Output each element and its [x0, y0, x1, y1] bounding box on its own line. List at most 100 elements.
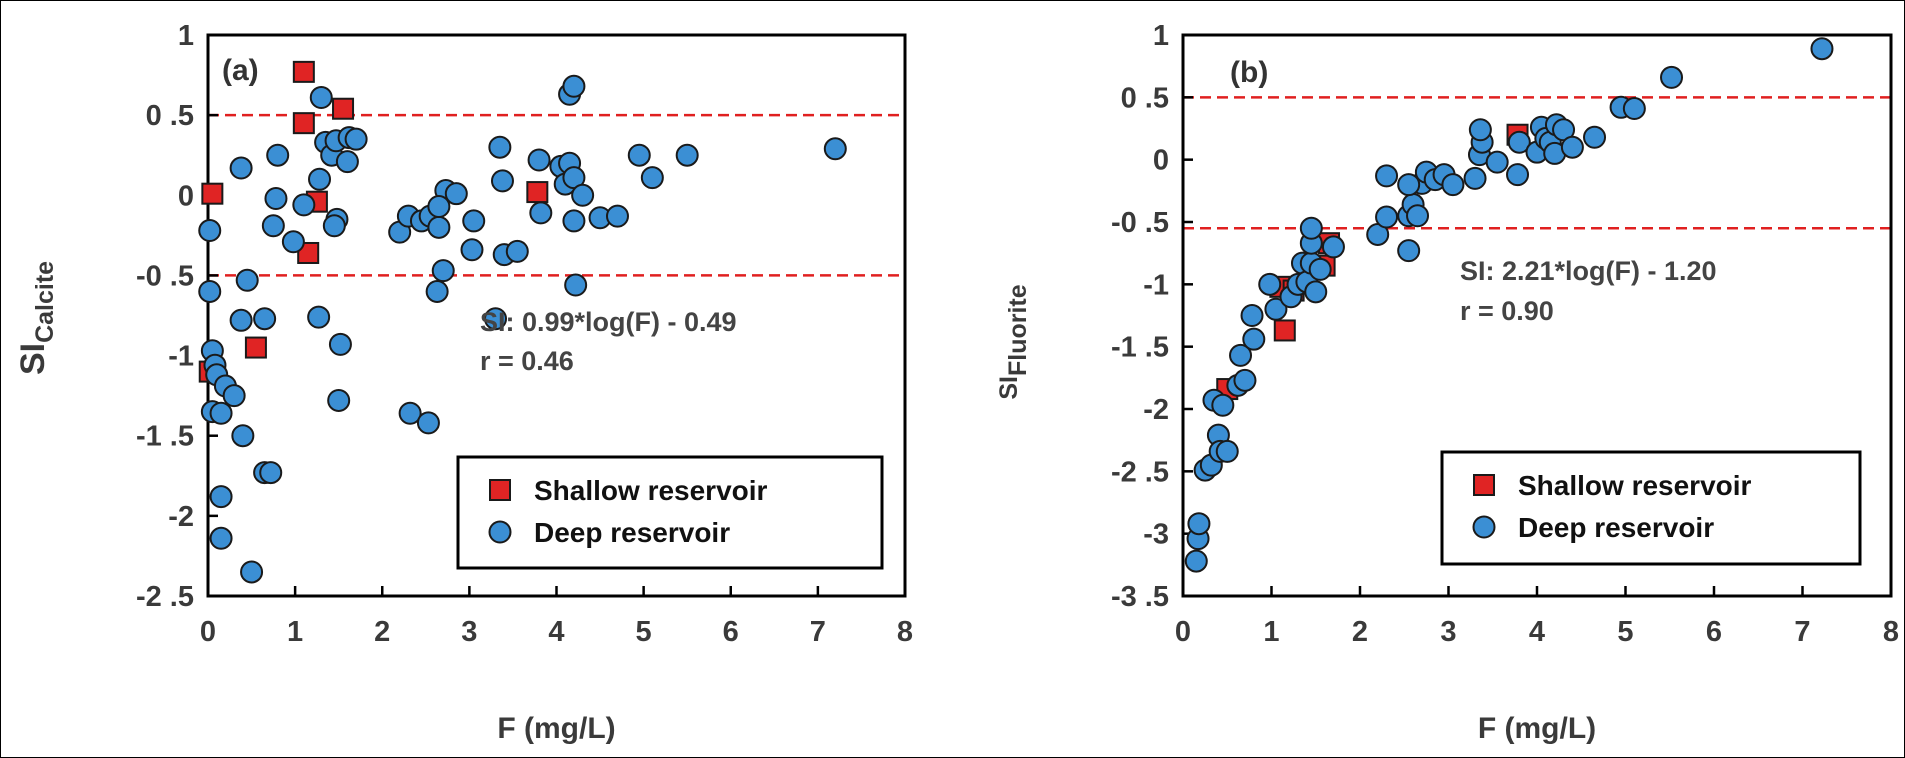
data-point-deep — [292, 193, 316, 217]
data-point-deep — [266, 143, 290, 167]
data-point-deep — [640, 166, 664, 190]
data-point-deep — [529, 201, 553, 225]
x-tick-label: 7 — [1794, 616, 1810, 648]
data-point-deep — [484, 307, 508, 331]
y-tick-label: -2 .5 — [1111, 456, 1169, 488]
data-point-deep — [1397, 173, 1421, 197]
data-point-deep — [1184, 549, 1208, 573]
x-tick-label: 8 — [897, 616, 913, 648]
data-point-deep — [1229, 343, 1253, 367]
data-point-deep — [1308, 257, 1332, 281]
data-point-deep — [264, 186, 288, 210]
data-point-deep — [1660, 65, 1684, 89]
data-point-shallow — [1273, 319, 1296, 342]
y-tick-label: 1 — [1153, 20, 1169, 52]
data-point-deep — [327, 388, 351, 412]
data-point-deep — [1397, 239, 1421, 263]
data-point-deep — [398, 401, 422, 425]
data-point-deep — [431, 259, 455, 283]
data-point-deep — [675, 143, 699, 167]
x-tick-label: 1 — [1263, 616, 1279, 648]
y-axis-label-main: SI — [995, 376, 1023, 400]
data-point-deep — [335, 150, 359, 174]
y-tick-label: 0 .5 — [146, 100, 194, 132]
data-point-deep — [1560, 135, 1584, 159]
data-point-deep — [259, 461, 283, 485]
data-point-deep — [328, 332, 352, 356]
y-tick-label: -3 — [1143, 519, 1169, 551]
data-point-shallow — [332, 97, 355, 120]
x-tick-label: 0 — [200, 616, 216, 648]
data-point-deep — [308, 167, 332, 191]
y-tick-label: -0 .5 — [1111, 207, 1169, 239]
legend-marker-deep — [488, 520, 512, 544]
data-point-deep — [229, 308, 253, 332]
legend-box — [1440, 450, 1862, 566]
x-tick-label: 5 — [636, 616, 652, 648]
y-axis-label-sub: Fluorite — [1004, 284, 1032, 376]
x-axis-label: F (mg/L) — [1478, 712, 1596, 745]
data-point-deep — [1375, 164, 1399, 188]
y-tick-label: -2 — [1143, 394, 1169, 426]
x-tick-label: 4 — [548, 616, 564, 648]
data-point-shallow — [292, 112, 315, 135]
data-point-deep — [627, 143, 651, 167]
y-axis-label-sub: Calcite — [31, 261, 59, 343]
data-point-deep — [527, 148, 551, 172]
data-point-deep — [1406, 204, 1430, 228]
y-tick-label: -0 .5 — [136, 260, 194, 292]
data-point-deep — [1240, 304, 1264, 327]
data-point-deep — [209, 526, 233, 550]
data-point-deep — [462, 209, 486, 233]
data-point-deep — [1485, 150, 1509, 174]
r-value-text: r = 0.46 — [480, 346, 574, 376]
data-point-deep — [322, 214, 346, 238]
data-point-deep — [261, 214, 285, 238]
data-point-deep — [562, 209, 586, 233]
data-point-deep — [571, 183, 595, 207]
data-point-deep — [344, 127, 368, 151]
data-point-deep — [416, 411, 440, 435]
equation-text: SI: 0.99*log(F) - 0.49 — [480, 307, 737, 337]
legend-label: Shallow reservoir — [1518, 470, 1752, 501]
x-tick-label: 3 — [461, 616, 477, 648]
data-point-deep — [235, 268, 259, 292]
x-tick-label: 7 — [810, 616, 826, 648]
data-point-shallow — [292, 60, 315, 83]
panel-label: (a) — [222, 54, 259, 87]
data-point-deep — [1506, 163, 1530, 187]
data-point-deep — [281, 230, 305, 254]
y-tick-label: -1 .5 — [136, 421, 194, 453]
panel-label: (b) — [1230, 56, 1268, 89]
data-point-deep — [1187, 512, 1211, 536]
data-point-deep — [1258, 272, 1282, 296]
x-axis-label: F (mg/L) — [497, 712, 615, 745]
legend-label: Deep reservoir — [1518, 512, 1714, 543]
data-point-deep — [1468, 118, 1492, 142]
data-point-deep — [425, 279, 449, 303]
data-point-deep — [307, 305, 331, 329]
data-point-deep — [231, 424, 255, 448]
series-group — [1184, 37, 1834, 573]
x-tick-label: 4 — [1529, 616, 1545, 648]
data-point-deep — [222, 384, 246, 408]
data-point-deep — [198, 279, 222, 303]
y-axis-label: SIFluorite — [995, 284, 1032, 399]
data-point-deep — [209, 401, 233, 425]
y-tick-label: -1 — [1143, 269, 1169, 301]
y-tick-label: -1 — [168, 341, 194, 373]
data-point-deep — [1299, 216, 1323, 240]
chart-panel-b: 10 .50-0 .5-1-1 .5-2-2 .5-3-3 .50 1 2 3 4 5 6 7… — [995, 20, 1899, 745]
data-point-shallow — [201, 182, 224, 205]
data-point-deep — [564, 273, 588, 297]
data-point-deep — [253, 307, 277, 331]
data-point-deep — [1441, 173, 1465, 197]
data-point-deep — [1304, 280, 1328, 304]
data-point-deep — [823, 137, 847, 161]
y-tick-label: 0 — [178, 180, 194, 212]
data-point-deep — [1507, 130, 1531, 154]
data-point-deep — [240, 560, 264, 584]
data-point-deep — [427, 195, 451, 219]
x-tick-label: 2 — [374, 616, 390, 648]
legend-label: Shallow reservoir — [534, 475, 768, 506]
